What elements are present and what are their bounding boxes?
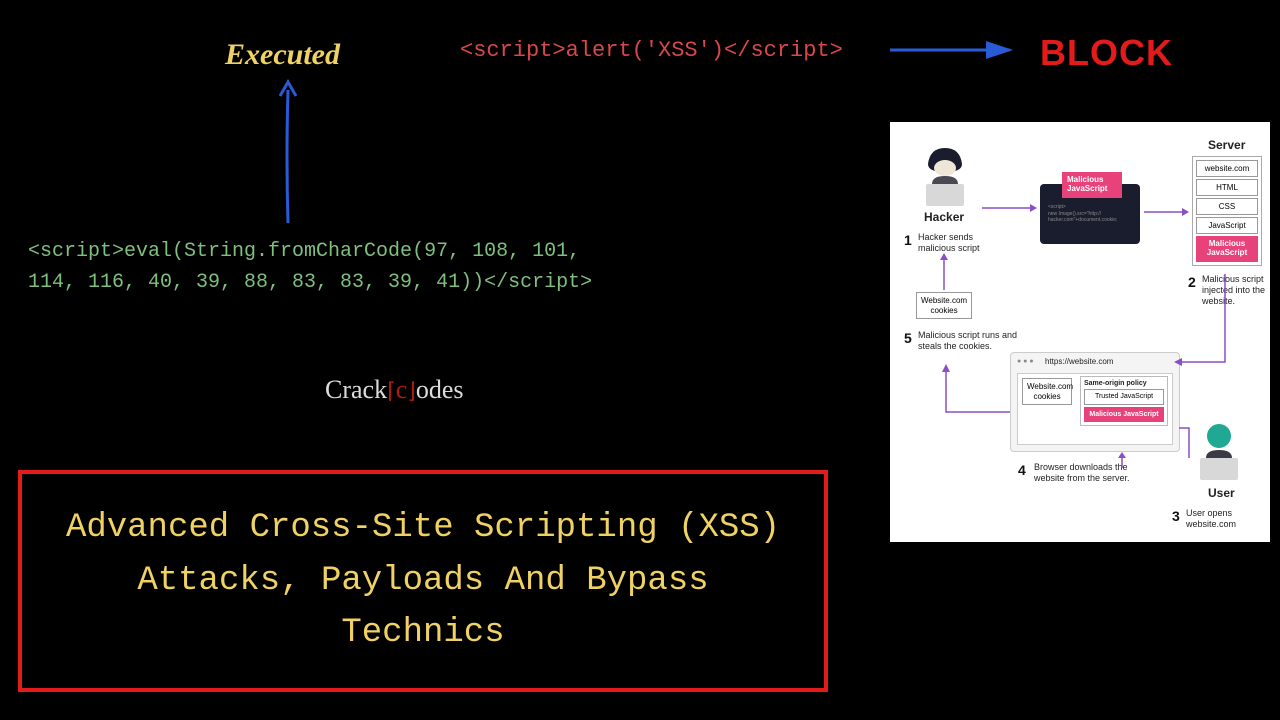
block-label: BLOCK bbox=[1040, 32, 1173, 74]
bracket-close-icon: ⌋ bbox=[407, 378, 416, 403]
title-line: Attacks, Payloads And Bypass bbox=[42, 555, 804, 608]
arrow-browser-cookies bbox=[940, 362, 1014, 422]
step-text: Malicious script runs and steals the coo… bbox=[918, 330, 1018, 352]
malicious-js-badge: Malicious JavaScript bbox=[1062, 172, 1122, 198]
stack-item: HTML bbox=[1196, 179, 1258, 196]
arrow-terminal-server bbox=[1142, 204, 1192, 220]
browser-cookies: Website.com cookies bbox=[1022, 378, 1072, 405]
step-text: Hacker sends malicious script bbox=[918, 232, 1008, 254]
user-icon bbox=[1190, 422, 1248, 484]
step-text: User opens website.com bbox=[1186, 508, 1266, 530]
title-text: Advanced Cross-Site Scripting (XSS) Atta… bbox=[42, 502, 804, 660]
hacker-label: Hacker bbox=[924, 210, 964, 224]
cookies-box: Website.com cookies bbox=[916, 292, 972, 319]
title-line: Advanced Cross-Site Scripting (XSS) bbox=[42, 502, 804, 555]
browser-url: https://website.com bbox=[1045, 357, 1113, 366]
browser-window: ● ● ● https://website.com Website.com co… bbox=[1010, 352, 1180, 452]
arrow-server-browser bbox=[1170, 272, 1240, 382]
brand-c: c bbox=[396, 375, 408, 404]
bracket-open-icon: ⌈ bbox=[387, 378, 396, 403]
same-origin-label: Same-origin policy bbox=[1084, 380, 1164, 387]
step-num: 3 bbox=[1172, 508, 1180, 524]
code-line: <script>eval(String.fromCharCode(97, 108… bbox=[28, 236, 592, 267]
arrow-right bbox=[885, 35, 1025, 65]
brand-logo: Crack⌈c⌋odes bbox=[325, 375, 464, 405]
xss-flow-diagram: Hacker Malicious JavaScript <script>new … bbox=[890, 122, 1270, 542]
blocked-script-code: <script>alert('XSS')</script> bbox=[460, 38, 843, 63]
step-num: 1 bbox=[904, 232, 912, 248]
arrow-user-browser bbox=[1175, 422, 1195, 462]
hacker-icon bbox=[914, 142, 976, 208]
code-line: 114, 116, 40, 39, 88, 83, 83, 39, 41))</… bbox=[28, 267, 592, 298]
stack-item: CSS bbox=[1196, 198, 1258, 215]
title-box: Advanced Cross-Site Scripting (XSS) Atta… bbox=[18, 470, 828, 692]
brand-prefix: Crack bbox=[325, 375, 387, 404]
step-num: 4 bbox=[1018, 462, 1026, 478]
user-label: User bbox=[1208, 486, 1235, 500]
trusted-js: Trusted JavaScript bbox=[1084, 389, 1164, 405]
eval-script-code: <script>eval(String.fromCharCode(97, 108… bbox=[28, 236, 592, 298]
malicious-js-browser: Malicious JavaScript bbox=[1084, 407, 1164, 423]
hacker-terminal: Malicious JavaScript <script>new Image()… bbox=[1040, 184, 1140, 244]
server-label: Server bbox=[1208, 138, 1245, 152]
executed-label: Executed bbox=[225, 38, 340, 72]
stack-item: website.com bbox=[1196, 160, 1258, 177]
arrow-up bbox=[270, 78, 310, 228]
arrow-cookies-hacker bbox=[936, 252, 952, 292]
arrow-step4 bbox=[1114, 452, 1130, 470]
stack-item: JavaScript bbox=[1196, 217, 1258, 234]
brand-suffix: odes bbox=[416, 375, 464, 404]
title-line: Technics bbox=[42, 607, 804, 660]
stack-item-malicious: Malicious JavaScript bbox=[1196, 236, 1258, 262]
server-stack: website.com HTML CSS JavaScript Maliciou… bbox=[1192, 156, 1262, 266]
arrow-hacker-terminal bbox=[980, 200, 1040, 216]
step-num: 5 bbox=[904, 330, 912, 346]
